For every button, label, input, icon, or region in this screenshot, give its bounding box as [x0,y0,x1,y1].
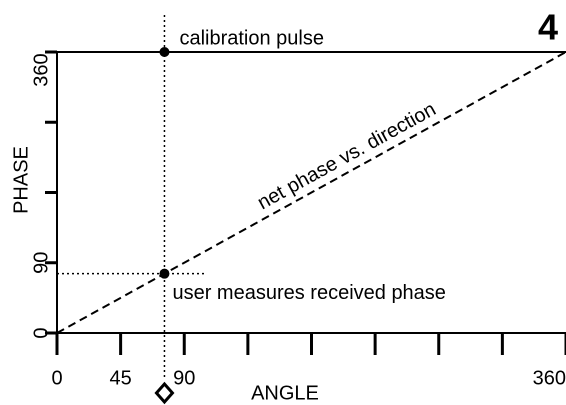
x-tick-label: 45 [110,367,132,389]
x-tick-label: 360 [533,367,566,389]
point [159,47,170,57]
series-line [56,51,566,334]
y-tick-label: 90 [30,252,52,274]
point [159,268,170,279]
y-tick-label: 0 [30,327,52,338]
y-axis-label: PHASE [10,146,32,214]
panel-label: 4 [538,7,558,48]
x-axis-label: ANGLE [251,382,319,404]
angle-marker [154,381,175,405]
y-tick-label: 360 [30,53,52,86]
point-label: calibration pulse [179,27,324,49]
point-label: user measures received phase [172,282,445,304]
x-tick-label: 90 [173,367,195,389]
series-label: net phase vs. direction [254,98,440,214]
x-tick-label: 0 [51,367,62,389]
